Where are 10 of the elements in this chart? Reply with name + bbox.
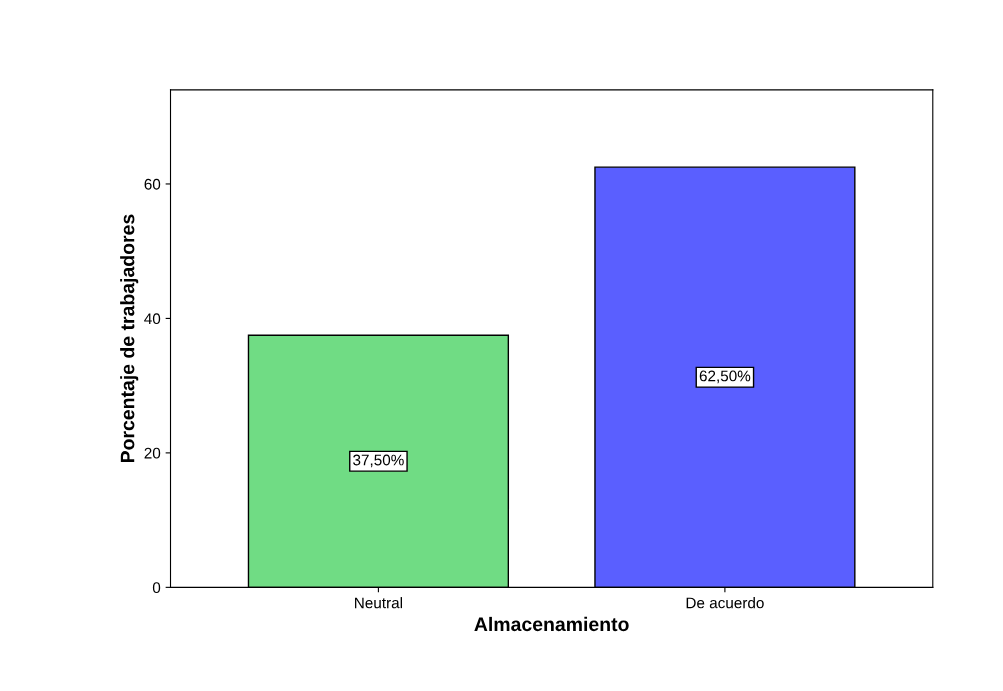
data-label: 37,50%	[353, 454, 404, 468]
y-tick-label: 0	[152, 582, 161, 594]
y-tick-label: 20	[144, 447, 161, 459]
x-tick-label: De acuerdo	[686, 597, 764, 609]
y-tick-label: 60	[144, 178, 161, 190]
y-tick-label: 40	[144, 313, 161, 325]
x-axis-title: Almacenamiento	[474, 616, 629, 632]
data-label: 62,50%	[699, 370, 751, 384]
y-axis-title: Porcentaje de trabajadores	[120, 214, 139, 463]
x-tick-label: Neutral	[355, 597, 403, 609]
